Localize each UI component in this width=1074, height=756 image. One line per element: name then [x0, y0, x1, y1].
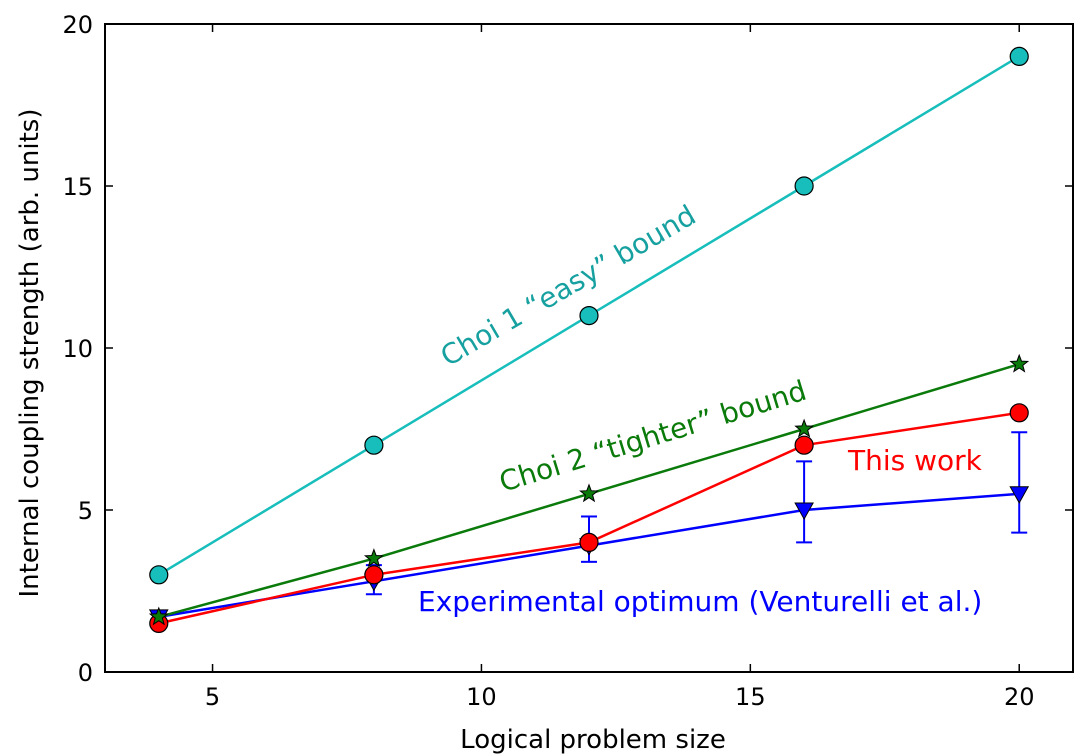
data-point: [794, 502, 814, 521]
x-tick-label: 10: [466, 683, 497, 711]
data-point: [364, 565, 384, 585]
x-axis-label: Logical problem size: [460, 725, 726, 755]
x-tick-label: 20: [1004, 683, 1035, 711]
y-tick-label: 0: [78, 659, 93, 687]
data-point: [1009, 486, 1030, 504]
y-axis-label: Internal coupling strength (arb. units): [15, 109, 45, 598]
data-point: [148, 606, 169, 626]
error-bar: [1011, 431, 1028, 534]
data-point: [1009, 46, 1029, 67]
data-point: [1009, 353, 1030, 373]
data-point: [579, 532, 599, 553]
plot-area: [105, 24, 1073, 672]
data-point: [363, 548, 384, 568]
y-tick-label: 5: [78, 497, 93, 525]
data-point: [794, 418, 815, 438]
data-point: [579, 306, 599, 326]
series-this-work: [149, 403, 1029, 634]
error-bar: [796, 460, 813, 544]
data-point: [149, 565, 169, 585]
data-point: [364, 435, 384, 455]
y-tick-label: 10: [62, 335, 93, 363]
data-point: [794, 435, 814, 455]
data-point: [579, 483, 599, 503]
axes-layer: 5 10 15 20 0 5 10 15 20: [62, 11, 1074, 711]
series-layer: [148, 46, 1030, 634]
series-label-this-work: This work: [847, 444, 983, 477]
y-tick-label: 20: [62, 11, 93, 39]
x-tick-label: 15: [735, 683, 766, 711]
series-choi2: [148, 353, 1030, 626]
x-tick-label: 5: [205, 683, 220, 711]
y-tick-label: 15: [62, 173, 93, 201]
data-point: [794, 176, 814, 196]
data-point: [1009, 403, 1029, 423]
series-label-experimental: Experimental optimum (Venturelli et al.): [418, 585, 982, 618]
series-choi1: [149, 46, 1029, 585]
